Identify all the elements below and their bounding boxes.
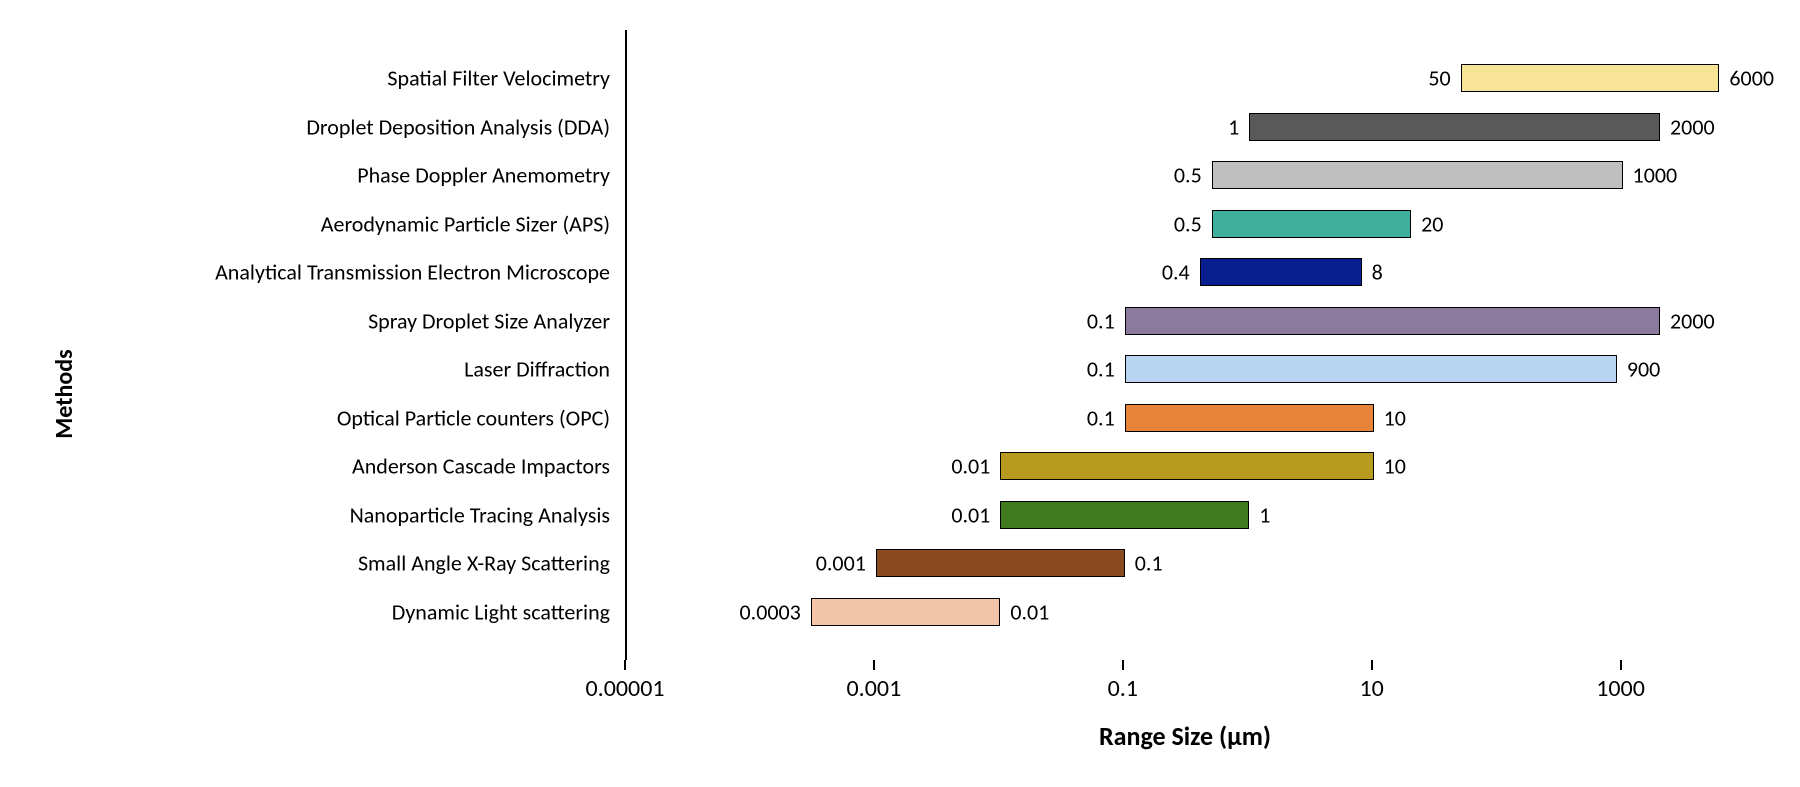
bar-high-label: 0.1 bbox=[1125, 550, 1163, 577]
category-label: Optical Particle counters (OPC) bbox=[337, 404, 610, 431]
x-tick-label: 10 bbox=[1359, 674, 1383, 703]
range-bar bbox=[1200, 258, 1362, 286]
x-tick bbox=[1371, 660, 1373, 670]
range-bar bbox=[811, 598, 1001, 626]
range-bar bbox=[876, 549, 1125, 577]
range-bar bbox=[1000, 452, 1373, 480]
bar-row: 0.1 10 bbox=[627, 404, 1745, 432]
x-tick-label: 0.1 bbox=[1108, 674, 1138, 703]
range-chart: Methods Spatial Filter Velocimetry Drople… bbox=[20, 20, 1780, 767]
x-tick bbox=[1620, 660, 1622, 670]
category-label: Anderson Cascade Impactors bbox=[352, 453, 610, 480]
bar-row: 0.1 2000 bbox=[627, 307, 1745, 335]
y-axis-title: Methods bbox=[50, 349, 79, 438]
range-bar bbox=[1125, 404, 1374, 432]
bar-high-label: 2000 bbox=[1660, 113, 1715, 140]
bar-low-label: 0.5 bbox=[1174, 210, 1212, 237]
bar-high-label: 1000 bbox=[1623, 162, 1678, 189]
category-label: Laser Diffraction bbox=[464, 356, 610, 383]
bar-high-label: 20 bbox=[1411, 210, 1443, 237]
x-tick bbox=[1122, 660, 1124, 670]
plot-area: 506000120000.510000.5200.480.120000.1900… bbox=[625, 30, 1745, 660]
range-bar bbox=[1125, 307, 1660, 335]
category-label: Small Angle X-Ray Scattering bbox=[358, 550, 610, 577]
bar-low-label: 0.1 bbox=[1087, 307, 1125, 334]
bar-low-label: 0.01 bbox=[951, 501, 1000, 528]
category-label: Nanoparticle Tracing Analysis bbox=[350, 501, 610, 528]
category-label: Spatial Filter Velocimetry bbox=[387, 65, 610, 92]
bar-low-label: 0.1 bbox=[1087, 404, 1125, 431]
range-bar bbox=[1000, 501, 1249, 529]
bar-high-label: 10 bbox=[1374, 453, 1406, 480]
bar-low-label: 1 bbox=[1228, 113, 1249, 140]
bar-high-label: 8 bbox=[1362, 259, 1383, 286]
category-labels: Spatial Filter Velocimetry Droplet Deposi… bbox=[80, 30, 610, 660]
bar-row: 0.001 0.1 bbox=[627, 549, 1745, 577]
range-bar bbox=[1212, 161, 1623, 189]
bar-row: 0.48 bbox=[627, 258, 1745, 286]
bar-low-label: 0.1 bbox=[1087, 356, 1125, 383]
category-label: Phase Doppler Anemometry bbox=[357, 162, 610, 189]
range-bar bbox=[1461, 64, 1720, 92]
bar-high-label: 2000 bbox=[1660, 307, 1715, 334]
bar-low-label: 0.001 bbox=[816, 550, 876, 577]
bar-row: 0.0003 0.01 bbox=[627, 598, 1745, 626]
x-axis-title: Range Size (µm) bbox=[625, 720, 1745, 752]
category-label: Droplet Deposition Analysis (DDA) bbox=[306, 113, 610, 140]
x-tick bbox=[624, 660, 626, 670]
bar-high-label: 6000 bbox=[1719, 65, 1774, 92]
bar-low-label: 50 bbox=[1428, 65, 1460, 92]
bar-row: 0.1 900 bbox=[627, 355, 1745, 383]
bar-row: 1 2000 bbox=[627, 113, 1745, 141]
x-tick-label: 0.001 bbox=[847, 674, 902, 703]
bar-row: 0.01 1 bbox=[627, 501, 1745, 529]
range-bar bbox=[1125, 355, 1617, 383]
category-label: Spray Droplet Size Analyzer bbox=[368, 307, 610, 334]
x-tick bbox=[873, 660, 875, 670]
bar-row: 506000 bbox=[627, 64, 1745, 92]
range-bar bbox=[1212, 210, 1411, 238]
x-tick-label: 1000 bbox=[1596, 674, 1645, 703]
category-label: Aerodynamic Particle Sizer (APS) bbox=[321, 210, 610, 237]
bar-low-label: 0.0003 bbox=[740, 598, 811, 625]
bar-high-label: 10 bbox=[1374, 404, 1406, 431]
category-label: Analytical Transmission Electron Microsc… bbox=[215, 259, 610, 286]
bar-low-label: 0.01 bbox=[951, 453, 1000, 480]
bar-row: 0.01 10 bbox=[627, 452, 1745, 480]
bar-high-label: 1 bbox=[1249, 501, 1270, 528]
bar-low-label: 0.4 bbox=[1162, 259, 1200, 286]
x-tick-label: 0.00001 bbox=[585, 674, 664, 703]
range-bar bbox=[1249, 113, 1660, 141]
bar-high-label: 900 bbox=[1617, 356, 1660, 383]
bar-low-label: 0.5 bbox=[1174, 162, 1212, 189]
bar-high-label: 0.01 bbox=[1000, 598, 1049, 625]
bar-row: 0.5 20 bbox=[627, 210, 1745, 238]
category-label: Dynamic Light scattering bbox=[392, 598, 610, 625]
bar-row: 0.5 1000 bbox=[627, 161, 1745, 189]
